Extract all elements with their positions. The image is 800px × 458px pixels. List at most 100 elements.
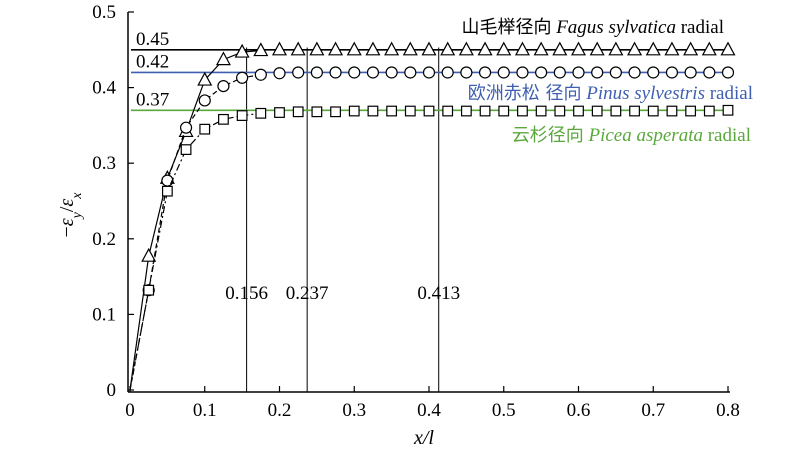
circle-marker — [273, 67, 286, 80]
square-marker — [685, 105, 697, 117]
square-marker — [161, 185, 173, 197]
square-marker — [143, 284, 155, 296]
y-axis-title-sub1: y — [70, 211, 85, 220]
y-axis-title-eps2: ε — [56, 199, 78, 207]
x-tick-label: 0.6 — [567, 400, 591, 421]
triangle-marker — [328, 41, 344, 56]
square-marker — [460, 105, 472, 117]
y-tick-label: 0 — [107, 380, 117, 401]
asymptote-label: 0.42 — [136, 51, 169, 72]
circle-marker — [516, 66, 529, 79]
circle-marker — [591, 66, 604, 79]
y-tick-label: 0.4 — [92, 78, 116, 99]
circle-marker — [535, 66, 548, 79]
legend-fagus: 山毛榉径向 Fagus sylvatica radial — [461, 17, 724, 38]
legend-pinus-latin: Pinus sylvestris — [585, 83, 705, 104]
y-axis-title-slash: / — [56, 206, 78, 212]
circle-marker — [161, 174, 174, 187]
square-marker — [610, 105, 622, 117]
triangle-marker — [271, 41, 288, 56]
series-line — [129, 112, 261, 391]
circle-marker — [684, 66, 697, 79]
triangle-marker — [570, 41, 587, 56]
square-marker — [274, 107, 285, 118]
x-tick-label: 0.4 — [417, 400, 441, 421]
square-marker — [423, 105, 435, 117]
axis-ticks: 0 0.1 0.2 0.3 0.4 0.5 0.6 0.7 0.8 0 0.1 0.2 0.3 0.4 0.… — [92, 2, 740, 421]
square-marker — [255, 107, 267, 119]
circle-marker — [422, 66, 436, 79]
circle-marker — [292, 66, 305, 79]
circle-marker — [179, 121, 193, 134]
circle-marker — [198, 94, 211, 107]
triangle-marker — [533, 41, 549, 56]
svg-text:−εy/εx: −εy/εx — [56, 192, 85, 238]
y-tick-label: 0.2 — [92, 229, 116, 250]
y-axis-title-sub2: x — [70, 192, 85, 200]
triangle-marker — [608, 41, 624, 56]
x-tick-label: 0.1 — [193, 400, 217, 421]
vertical-ref-label: 0.237 — [286, 283, 329, 304]
square-marker — [591, 105, 603, 117]
square-marker — [535, 105, 547, 117]
vertical-ref-label: 0.156 — [225, 283, 268, 304]
triangle-marker — [141, 247, 157, 262]
square-marker — [517, 105, 528, 117]
asymptote-label: 0.45 — [136, 29, 169, 50]
circle-marker — [329, 66, 342, 79]
square-marker — [554, 105, 566, 117]
square-marker — [180, 144, 192, 155]
square-marker — [330, 106, 341, 118]
triangle-marker — [234, 43, 250, 58]
square-marker — [386, 105, 398, 117]
square-marker — [292, 106, 304, 118]
circle-marker — [310, 66, 323, 79]
triangle-marker — [197, 71, 213, 86]
triangle-marker — [458, 41, 474, 56]
series-line — [129, 74, 261, 391]
y-axis-title-minus: − — [56, 226, 78, 237]
circle-marker — [385, 66, 398, 79]
triangle-marker — [365, 41, 381, 56]
x-tick-label: 0.8 — [716, 400, 740, 421]
square-marker — [647, 105, 659, 117]
triangle-marker — [627, 41, 643, 56]
square-marker — [218, 113, 229, 125]
circle-marker — [721, 66, 735, 79]
circle-marker — [441, 66, 454, 79]
triangle-marker — [552, 41, 568, 56]
triangle-marker — [720, 41, 736, 56]
circle-marker — [609, 66, 622, 79]
triangle-marker — [309, 41, 325, 56]
legend-pinus-suffix: radial — [710, 83, 753, 104]
square-marker — [498, 105, 510, 117]
triangle-marker — [384, 41, 400, 56]
x-tick-label: 0.7 — [641, 400, 665, 421]
square-marker — [311, 106, 323, 118]
circle-marker — [572, 66, 585, 79]
square-marker — [348, 105, 360, 117]
square-marker — [442, 105, 454, 117]
triangle-marker — [683, 41, 699, 56]
circle-marker — [236, 71, 249, 84]
triangle-marker — [589, 41, 605, 56]
circle-marker — [628, 66, 641, 79]
triangle-marker — [440, 41, 456, 56]
triangle-marker — [664, 41, 680, 56]
triangle-marker — [402, 41, 418, 56]
triangle-marker — [215, 51, 231, 66]
y-tick-label: 0.1 — [92, 304, 116, 325]
circle-marker — [460, 66, 473, 79]
square-marker — [236, 110, 248, 121]
square-marker — [367, 105, 379, 117]
x-axis-title: x/l — [413, 427, 434, 449]
circle-marker — [497, 66, 510, 79]
legend-fagus-latin: Fagus sylvatica — [555, 17, 676, 38]
legend-picea: 云杉径向 Picea asperata radial — [512, 125, 751, 146]
y-axis-title: −εy/εx — [56, 192, 85, 238]
legend-picea-latin: Picea asperata — [587, 125, 703, 146]
square-marker — [722, 104, 734, 116]
circle-marker — [254, 68, 267, 81]
asymptote-label: 0.37 — [136, 89, 169, 110]
triangle-marker — [645, 41, 661, 56]
